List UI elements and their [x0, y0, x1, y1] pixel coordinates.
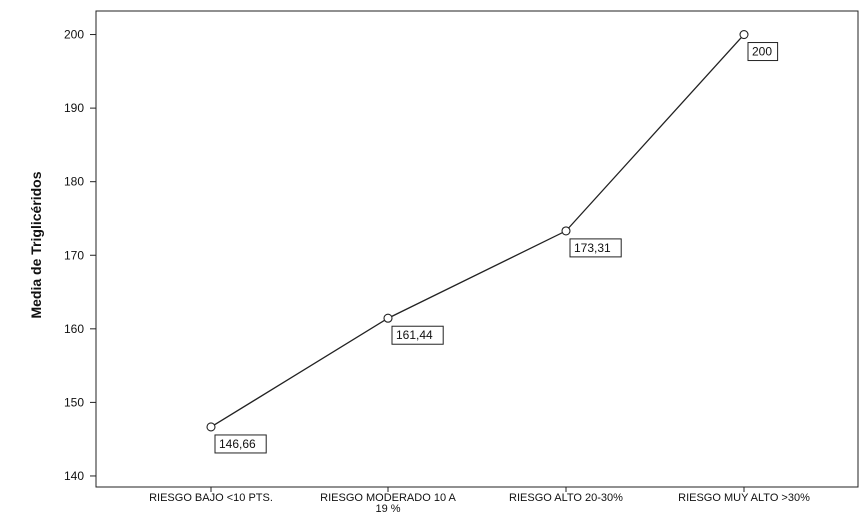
- x-tick-label-line: 19 %: [375, 503, 400, 515]
- data-label: 161,44: [396, 328, 433, 342]
- x-tick-label-line: RIESGO MODERADO 10 A: [320, 492, 456, 504]
- labels-layer: 146,66 161,44 173,31 200: [214, 42, 779, 454]
- y-tick-label: 160: [64, 322, 84, 336]
- x-tick-label: RIESGO BAJO <10 PTS.: [149, 492, 273, 504]
- plot-frame: [95, 10, 859, 488]
- x-tick-label: RIESGO MODERADO 10 A 19 %: [320, 492, 456, 515]
- series-layer: [206, 29, 749, 432]
- x-tick-label: RIESGO ALTO 20-30%: [509, 492, 623, 504]
- y-axis-title: Media de Triglicéridos: [28, 171, 44, 318]
- y-tick-label: 200: [64, 28, 84, 42]
- x-tick-label-line: RIESGO MUY ALTO >30%: [678, 492, 810, 504]
- data-label: 200: [752, 45, 772, 59]
- x-tick-label-line: RIESGO BAJO <10 PTS.: [149, 492, 273, 504]
- y-tick-label: 170: [64, 248, 84, 262]
- data-label-box: [569, 238, 622, 258]
- data-label-box: [214, 434, 267, 454]
- y-tick-label: 140: [64, 469, 84, 483]
- y-tick-label: 150: [64, 395, 84, 409]
- data-label-box: [391, 325, 444, 345]
- x-tick-label-line: RIESGO ALTO 20-30%: [509, 492, 623, 504]
- data-point: [561, 226, 571, 236]
- data-label: 173,31: [574, 241, 611, 255]
- data-point: [739, 29, 749, 40]
- series-line: [210, 34, 745, 428]
- y-tick-label: 190: [64, 101, 84, 115]
- y-tick-label: 180: [64, 175, 84, 189]
- data-label-box: [747, 42, 779, 62]
- data-label: 146,66: [219, 437, 256, 451]
- axes-layer: 140 150 160 170 180 190 200 RIESGO BAJO <10 PTS…: [28, 10, 859, 515]
- data-point: [383, 313, 393, 323]
- x-tick-label: RIESGO MUY ALTO >30%: [678, 492, 810, 504]
- data-point: [206, 422, 216, 432]
